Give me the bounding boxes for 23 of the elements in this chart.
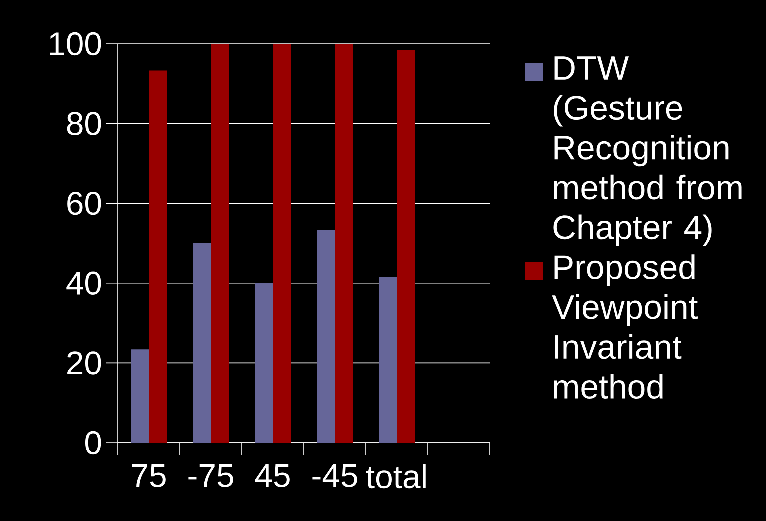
bar	[193, 243, 211, 443]
y-tick-label: 100	[50, 32, 102, 56]
x-tick-label: 45	[255, 464, 290, 488]
bar	[397, 50, 415, 443]
x-tick-label: 75	[132, 464, 166, 488]
y-tick-label: 0	[85, 431, 102, 455]
bar	[149, 70, 167, 443]
legend-label: DTW (Gesture Recognition method from Chapter 4)	[554, 56, 742, 246]
bar	[317, 230, 335, 443]
bar	[131, 350, 149, 443]
x-tick-label: -75	[188, 464, 234, 488]
x-tick-label: -45	[312, 464, 358, 488]
y-tick-label: 40	[66, 272, 102, 296]
y-tick-label: 80	[67, 112, 102, 136]
bar	[255, 283, 273, 443]
legend-label: Proposed Viewpoint Invariant method	[552, 254, 698, 400]
bar	[335, 44, 353, 443]
bar	[379, 277, 397, 443]
y-tick-label: 20	[68, 352, 102, 375]
x-tick-label: total	[366, 464, 426, 489]
y-tick-label: 60	[68, 192, 102, 216]
bar	[211, 44, 229, 443]
bar	[273, 44, 291, 443]
